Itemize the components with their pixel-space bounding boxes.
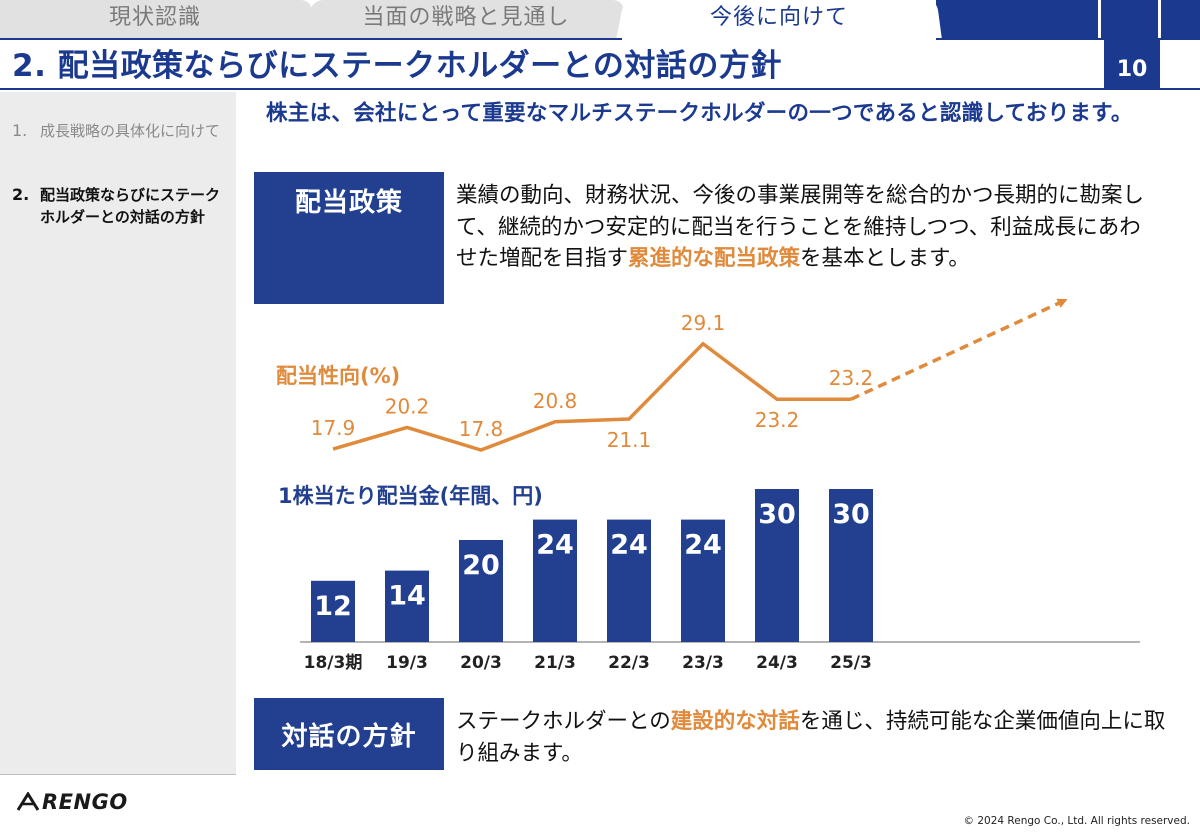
logo-text: RENGO [42, 790, 128, 814]
sidebar-divider [0, 774, 236, 775]
x-tick-label: 24/3 [756, 653, 798, 673]
dividend-bar-label: 12 [314, 591, 352, 622]
payout-ratio-title: 配当性向(%) [276, 364, 401, 388]
x-tick-label: 18/3期 [304, 653, 363, 673]
dividend-bar [533, 519, 577, 642]
logo-mark-icon [16, 792, 40, 811]
title-divider [0, 88, 1200, 90]
x-tick-label: 25/3 [830, 653, 872, 673]
dividend-policy-label: 配当政策 [254, 172, 444, 304]
dividend-bar-label: 24 [684, 530, 722, 561]
sidebar-item-label: 配当政策ならびにステークホルダーとの対話の方針 [40, 186, 221, 226]
dialog-text-end: を通じ、持続可能な企業価値向上に取り組みます。 [456, 709, 1166, 766]
policy-text-main: 業績の動向、財務状況、今後の事業展開等を総合的かつ長期的に勘案して、継続的かつ安… [456, 183, 1145, 271]
copyright: © 2024 Rengo Co., Ltd. All rights reserv… [963, 815, 1190, 827]
payout-ratio-label: 21.1 [607, 428, 652, 452]
dividend-per-share-title: 1株当たり配当金(年間、円) [278, 484, 543, 508]
dividend-bar-label: 14 [388, 581, 426, 612]
dividend-bar-label: 24 [610, 530, 648, 561]
dialog-highlight: 建設的な対話 [670, 709, 800, 734]
tab-future[interactable]: 今後に向けて [709, 5, 848, 30]
x-tick-label: 20/3 [460, 653, 502, 673]
payout-ratio-label: 17.9 [311, 416, 356, 440]
dividend-bar [607, 519, 651, 642]
tab-strategy-outlook[interactable]: 当面の戦略と見通し [362, 5, 570, 30]
sidebar-item-growth-strategy[interactable]: 1. 成長戦略の具体化に向けて [12, 120, 234, 142]
policy-highlight: 累進的な配当政策 [628, 246, 801, 271]
payout-ratio-label: 17.8 [459, 417, 504, 441]
dividend-policy-text: 業績の動向、財務状況、今後の事業展開等を総合的かつ長期的に勘案して、継続的かつ安… [456, 180, 1156, 275]
dividend-bar-label: 30 [832, 499, 870, 530]
x-tick-label: 19/3 [386, 653, 428, 673]
payout-ratio-label: 29.1 [681, 311, 726, 335]
sidebar-item-number: 2. [12, 185, 30, 204]
section-tabs: 現状認識 当面の戦略と見通し 今後に向けて [0, 0, 1200, 40]
x-tick-label: 22/3 [608, 653, 650, 673]
rengo-logo: RENGO [16, 788, 128, 816]
sidebar-item-label: 成長戦略の具体化に向けて [40, 122, 221, 140]
payout-ratio-label: 20.8 [533, 389, 578, 413]
tab-current-status[interactable]: 現状認識 [108, 5, 201, 30]
dialog-policy-text: ステークホルダーとの建設的な対話を通じ、持続可能な企業価値向上に取り組みます。 [456, 706, 1176, 769]
sidebar-item-number: 1. [12, 121, 28, 140]
dividend-bar [681, 519, 725, 642]
dividend-bar-label: 30 [758, 499, 796, 530]
dividend-bar-label: 24 [536, 530, 574, 561]
sidebar: 1. 成長戦略の具体化に向けて 2. 配当政策ならびにステークホルダーとの対話の… [0, 92, 236, 774]
dividend-bar [385, 570, 429, 642]
payout-ratio-label: 23.2 [755, 408, 800, 432]
payout-ratio-line [332, 341, 851, 452]
x-tick-label: 23/3 [682, 653, 724, 673]
policy-text-end: を基本とします。 [800, 246, 970, 271]
payout-ratio-label: 20.2 [385, 394, 430, 418]
dividend-bar [829, 489, 873, 642]
sidebar-item-dividend-policy[interactable]: 2. 配当政策ならびにステークホルダーとの対話の方針 [12, 184, 234, 228]
dividend-bar [459, 540, 503, 642]
dividend-bar [311, 580, 355, 642]
lead-statement: 株主は、会社にとって重要なマルチステークホルダーの一つであると認識しております。 [266, 101, 1133, 126]
payout-trend-arrow [850, 298, 1068, 401]
x-tick-label: 21/3 [534, 653, 576, 673]
tabs-background [0, 0, 1200, 40]
payout-ratio-label: 23.2 [829, 366, 874, 390]
page-title: 2. 配当政策ならびにステークホルダーとの対話の方針 [12, 48, 782, 84]
dialog-text-main: ステークホルダーとの [456, 709, 671, 734]
dividend-bar [755, 489, 799, 642]
dividend-bar-label: 20 [462, 550, 500, 581]
page-number: 10 [1104, 40, 1160, 88]
dialog-policy-label: 対話の方針 [254, 698, 444, 770]
